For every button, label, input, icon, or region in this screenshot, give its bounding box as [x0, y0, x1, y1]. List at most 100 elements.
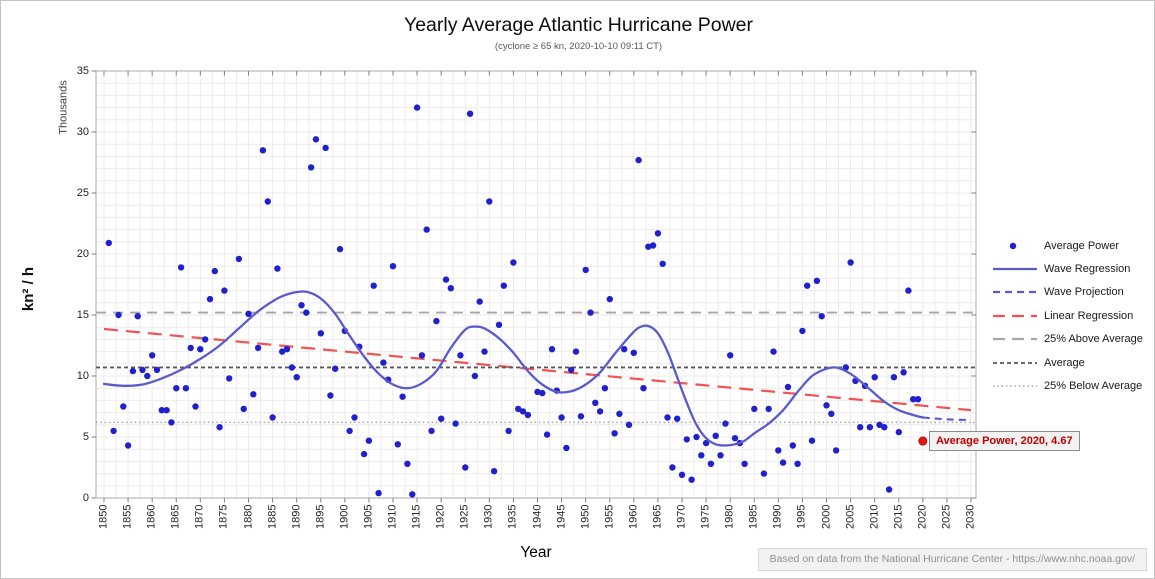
data-point	[760, 470, 768, 477]
data-point	[149, 352, 156, 359]
wave-lines	[102, 290, 972, 447]
legend-item-label: 25% Below Average	[1044, 380, 1143, 393]
data-point	[784, 383, 792, 391]
data-point	[832, 447, 840, 454]
data-point	[818, 313, 825, 320]
data-point	[134, 313, 141, 320]
legend: Average Power Wave Regression Wave Project…	[993, 234, 1143, 398]
data-point	[606, 295, 613, 303]
data-point	[380, 359, 387, 366]
x-axis-title: Year	[520, 544, 552, 561]
data-point	[124, 442, 132, 449]
x-tick-label: 1980	[723, 504, 736, 529]
data-point	[235, 255, 243, 263]
source-attribution: Based on data from the National Hurrican…	[757, 548, 1147, 571]
x-tick-label: 1935	[506, 504, 519, 529]
data-point	[360, 450, 368, 458]
data-point	[105, 239, 113, 247]
data-point	[274, 265, 281, 272]
data-point	[543, 431, 551, 438]
data-point	[433, 317, 440, 325]
x-tick-label: 1970	[675, 504, 688, 529]
data-point	[693, 433, 700, 441]
data-point	[120, 403, 127, 410]
data-point	[153, 366, 161, 374]
data-point	[428, 427, 435, 435]
data-point	[452, 420, 459, 427]
data-point	[206, 295, 214, 303]
data-point	[394, 441, 401, 448]
data-point	[139, 366, 146, 374]
y-tick-label: 5	[82, 431, 89, 443]
data-point	[187, 344, 194, 352]
data-point	[876, 421, 883, 428]
data-point	[250, 391, 257, 398]
data-point	[823, 402, 830, 409]
data-point	[885, 486, 893, 493]
data-label-callout: Average Power, 2020, 4.67	[929, 431, 1080, 451]
data-point	[601, 385, 609, 392]
data-point	[332, 365, 339, 372]
x-tick-label: 2020	[916, 504, 929, 529]
data-point	[534, 388, 541, 396]
data-point	[572, 348, 580, 355]
data-point	[524, 411, 532, 419]
data-point	[592, 399, 599, 406]
legend-marker-icon	[993, 361, 1037, 364]
data-point	[476, 298, 483, 305]
data-point	[871, 374, 878, 381]
data-point	[741, 460, 748, 467]
data-point	[857, 424, 864, 431]
x-tick-label: 2015	[892, 504, 905, 529]
data-point	[288, 364, 296, 371]
data-point	[418, 352, 426, 359]
data-point	[654, 230, 662, 237]
legend-item-label: 25% Above Average	[1044, 333, 1143, 346]
data-point	[630, 349, 637, 356]
data-point	[192, 403, 199, 410]
data-point	[202, 336, 209, 343]
data-point	[490, 468, 498, 475]
data-point	[910, 396, 917, 403]
legend-item: Wave Regression	[993, 257, 1143, 280]
data-point	[375, 489, 382, 497]
x-tick-label: 1865	[169, 504, 182, 529]
y-tick-label: 0	[82, 492, 89, 504]
x-tick-label: 1895	[314, 504, 327, 529]
data-point	[457, 352, 464, 359]
x-tick-label: 1855	[121, 504, 134, 529]
x-tick-label: 1925	[458, 504, 471, 529]
data-point	[336, 245, 344, 253]
data-point	[481, 348, 488, 355]
data-point	[751, 405, 758, 413]
data-point	[765, 405, 772, 413]
data-point	[621, 346, 628, 353]
highlighted-data-point	[918, 436, 928, 446]
chart-title: Yearly Average Atlantic Hurricane Power	[403, 14, 754, 36]
data-point	[799, 327, 806, 335]
data-point	[389, 263, 397, 270]
x-tick-label: 2030	[964, 504, 977, 529]
x-tick-label: 1930	[482, 504, 495, 529]
x-tick-label: 1870	[193, 504, 206, 529]
data-point	[519, 408, 527, 415]
x-tick-label: 1905	[362, 504, 375, 529]
legend-item: 25% Below Average	[993, 374, 1143, 397]
y-tick-label: 35	[76, 65, 89, 77]
data-point	[635, 156, 642, 164]
data-point	[813, 277, 821, 284]
data-point	[312, 136, 320, 143]
data-point	[707, 460, 715, 467]
gridlines	[96, 71, 976, 498]
legend-item-label: Average	[1044, 356, 1085, 369]
x-tick-label: 2025	[940, 504, 953, 529]
data-point	[438, 415, 445, 422]
data-point	[269, 414, 276, 421]
data-point	[365, 437, 373, 444]
x-tick-label: 1885	[266, 504, 279, 529]
x-tick-label: 1890	[290, 504, 303, 529]
x-tick-label: 1880	[242, 504, 254, 529]
y-tick-label: 30	[76, 126, 89, 138]
y-tick-label: 25	[76, 187, 89, 199]
